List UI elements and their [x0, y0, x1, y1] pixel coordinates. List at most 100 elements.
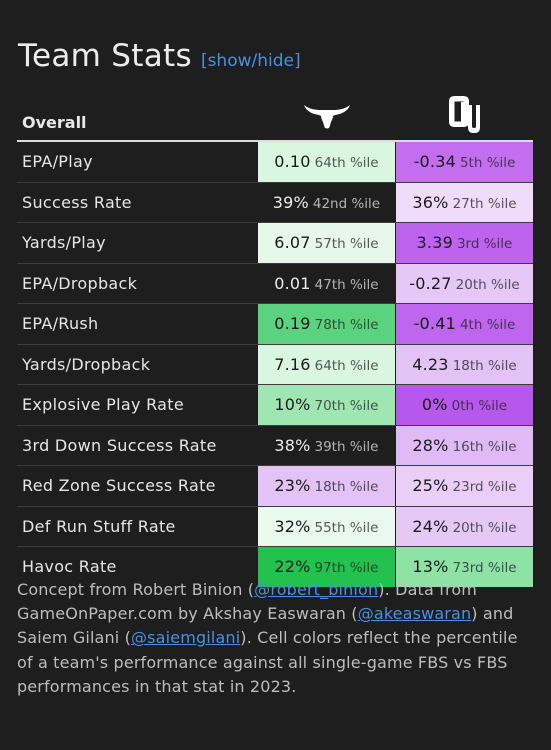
table-row: EPA/Dropback 0.01 47th %ile -0.27 20th %ile	[17, 263, 533, 304]
stat-percentile: 57th %ile	[314, 236, 379, 253]
stat-value: 6.07	[274, 233, 311, 253]
stat-percentile: 97th %ile	[314, 560, 379, 577]
stat-value: 4.23	[412, 354, 449, 374]
team-b-stat-cell: 24% 20th %ile	[394, 506, 533, 547]
stat-value: -0.27	[409, 273, 452, 293]
stat-value: 39%	[272, 192, 309, 212]
stat-percentile: 16th %ile	[452, 438, 517, 455]
stat-name: EPA/Rush	[17, 303, 258, 345]
stat-name: 3rd Down Success Rate	[17, 425, 258, 466]
table-row: Red Zone Success Rate 23% 18th %ile 25% 23rd…	[17, 465, 533, 507]
team-a-stat-cell: 39% 42nd %ile	[257, 182, 396, 223]
stat-name: Explosive Play Rate	[17, 384, 258, 426]
stat-value: 3.39	[416, 233, 453, 253]
stat-percentile: 42nd %ile	[312, 195, 381, 212]
stat-value: 7.16	[274, 354, 311, 374]
stat-percentile: 73rd %ile	[452, 560, 517, 577]
page-title: Team Stats	[18, 38, 192, 74]
team-a-stat-cell: 38% 39th %ile	[257, 425, 396, 466]
team-a-stat-cell: 0.19 78th %ile	[257, 303, 396, 345]
table-row: EPA/Rush 0.19 78th %ile -0.41 4th %ile	[17, 303, 533, 345]
stat-value: 0%	[421, 395, 448, 415]
stat-percentile: 20th %ile	[455, 276, 520, 293]
stat-percentile: 18th %ile	[314, 479, 379, 496]
stat-name: Yards/Dropback	[17, 344, 258, 385]
stat-name: Red Zone Success Rate	[17, 465, 258, 507]
team-b-stat-cell: 36% 27th %ile	[394, 182, 533, 223]
team-a-stat-cell: 7.16 64th %ile	[257, 344, 396, 385]
table-row: Success Rate 39% 42nd %ile 36% 27th %ile	[17, 182, 533, 223]
stat-name: Havoc Rate	[22, 557, 117, 577]
footnote: Concept from Robert Binion (@robert_bini…	[17, 578, 537, 699]
stat-percentile: 5th %ile	[459, 155, 516, 172]
saiemgilani-link[interactable]: @saiemgilani	[131, 628, 241, 648]
table-row: Def Run Stuff Rate 32% 55th %ile 24% 20th %i…	[17, 506, 533, 547]
stat-percentile: 70th %ile	[314, 398, 379, 415]
team-a-stat-cell: 23% 18th %ile	[257, 465, 396, 507]
stat-value: 23%	[274, 476, 311, 496]
stat-value: 36%	[412, 192, 449, 212]
stat-value: 32%	[274, 516, 311, 536]
footnote-text: ). Data from GameOnPaper.com by Akshay E…	[17, 580, 478, 624]
stat-value: 0.01	[274, 273, 311, 293]
stat-percentile: 47th %ile	[314, 276, 379, 293]
stat-value: 10%	[274, 395, 311, 415]
stat-value: -0.34	[413, 152, 456, 172]
stat-name: Def Run Stuff Rate	[17, 506, 258, 547]
stat-value: 25%	[412, 476, 449, 496]
robert-binion-link[interactable]: @robert_binion	[254, 580, 379, 599]
team-b-stat-cell: -0.34 5th %ile	[394, 141, 533, 183]
show-hide-toggle[interactable]: [show/hide]	[200, 51, 301, 71]
stat-percentile: 39th %ile	[314, 438, 379, 455]
stat-percentile: 4th %ile	[459, 317, 516, 334]
team-b-stat-cell: 4.23 18th %ile	[394, 344, 533, 385]
stat-percentile: 55th %ile	[314, 519, 379, 536]
team-b-header	[395, 93, 533, 142]
stat-percentile: 0th %ile	[451, 398, 508, 415]
team-b-stat-cell: 25% 23rd %ile	[394, 465, 533, 507]
stat-name: EPA/Play	[17, 141, 258, 183]
team-a-stat-cell: 0.10 64th %ile	[257, 141, 396, 183]
team-b-stat-cell: -0.27 20th %ile	[394, 263, 533, 304]
stat-percentile: 64th %ile	[314, 357, 379, 374]
title-row: Team Stats [show/hide]	[18, 38, 301, 74]
table-row: 3rd Down Success Rate 38% 39th %ile 28% 16th…	[17, 425, 533, 466]
footnote-text: ). Cell colors reflect the percentile of…	[17, 628, 518, 696]
stat-percentile: 3rd %ile	[456, 236, 513, 253]
team-b-stat-cell: 0% 0th %ile	[394, 384, 533, 426]
stat-value: 38%	[274, 435, 311, 455]
overall-header: Overall	[17, 93, 258, 142]
team-b-stat-cell: -0.41 4th %ile	[394, 303, 533, 345]
akeaswaran-link[interactable]: @akeaswaran	[357, 604, 472, 624]
table-row: Explosive Play Rate 10% 70th %ile 0% 0th %il…	[17, 384, 533, 426]
table-row: EPA/Play 0.10 64th %ile -0.34 5th %ile	[17, 141, 533, 183]
stat-value: 0.10	[274, 152, 311, 172]
stat-value: 22%	[274, 557, 311, 577]
team-b-stat-cell: 3.39 3rd %ile	[394, 222, 533, 264]
stat-value: 13%	[412, 557, 449, 577]
team-a-stat-cell: 0.01 47th %ile	[257, 263, 396, 304]
stat-percentile: 20th %ile	[452, 519, 517, 536]
stat-value: 28%	[412, 435, 449, 455]
team-a-stat-cell: 22% 97th %ile	[257, 546, 396, 587]
table-row: Yards/Dropback 7.16 64th %ile 4.23 18th %ile	[17, 344, 533, 385]
stat-percentile: 18th %ile	[452, 357, 517, 374]
team-a-stat-cell: 6.07 57th %ile	[257, 222, 396, 264]
ou-logo-icon	[449, 95, 481, 133]
longhorn-logo-icon	[303, 104, 350, 128]
team-b-stat-cell: 13% 73rd %ile	[394, 546, 533, 587]
stat-percentile: 27th %ile	[452, 195, 517, 212]
team-a-stat-cell: 10% 70th %ile	[257, 384, 396, 426]
footnote-text: Concept from Robert Binion (	[17, 580, 255, 599]
footnote-text: ) and Saiem Gilani (	[17, 604, 514, 648]
team-stats-table: Overall EPA/Play 0.10 64th %ile -0.34 5th %i…	[17, 93, 533, 587]
stat-name: EPA/Dropback	[17, 263, 258, 304]
table-row: Havoc Rate 22% 97th %ile 13% 73rd %ile	[17, 546, 533, 587]
stat-value: 0.19	[274, 314, 311, 334]
stat-name: Yards/Play	[17, 222, 258, 264]
stat-value: -0.41	[413, 314, 456, 334]
table-row: Yards/Play 6.07 57th %ile 3.39 3rd %ile	[17, 222, 533, 264]
team-b-stat-cell: 28% 16th %ile	[394, 425, 533, 466]
stat-percentile: 78th %ile	[314, 317, 379, 334]
stat-percentile: 64th %ile	[314, 155, 379, 172]
